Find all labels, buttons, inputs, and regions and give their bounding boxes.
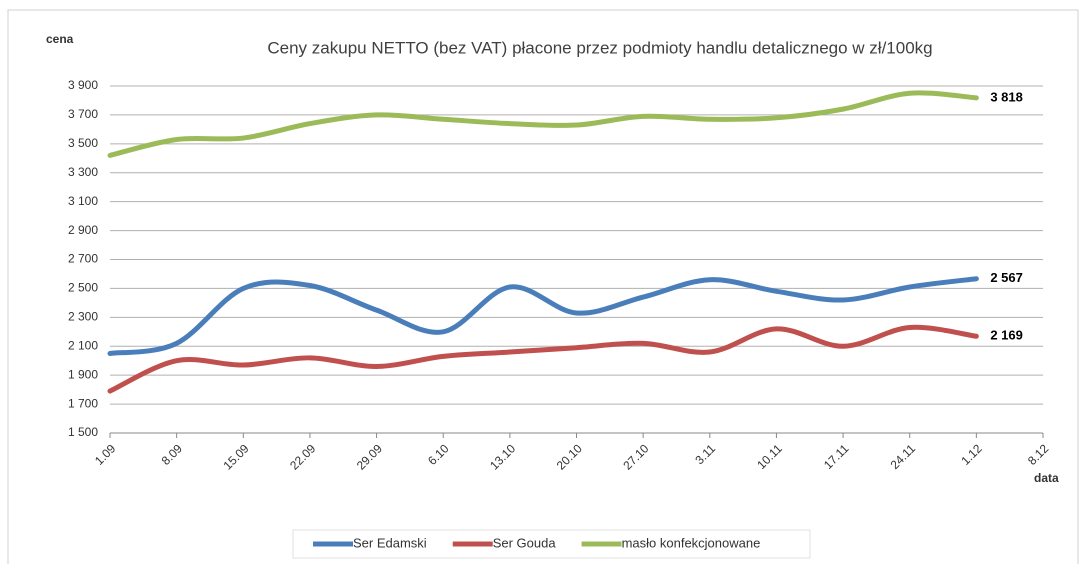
x-tick-label: 20.10	[554, 441, 585, 472]
y-tick-label: 3 900	[68, 78, 98, 92]
x-tick-label: 15.09	[221, 441, 252, 472]
legend	[292, 529, 811, 559]
x-tick-label: 13.10	[487, 441, 518, 472]
y-tick-label: 2 900	[68, 223, 98, 237]
x-tick-label: 17.11	[821, 441, 852, 472]
chart-frame	[7, 9, 1079, 564]
x-axis-label: data	[1034, 471, 1059, 485]
x-tick-label: 1.12	[958, 441, 985, 468]
data-label: 2 169	[990, 328, 1023, 343]
legend-label: masło konfekcjonowane	[622, 535, 761, 550]
y-axis-label: cena	[46, 32, 74, 46]
legend-label: Ser Edamski	[353, 535, 427, 550]
x-tick-label: 8.09	[159, 441, 186, 468]
series-line	[107, 324, 979, 394]
y-tick-label: 1 700	[68, 396, 98, 410]
legend-label: Ser Gouda	[493, 535, 557, 550]
x-tick-label: 3.11	[692, 441, 718, 467]
x-tick-label: 8.12	[1025, 441, 1052, 468]
y-tick-label: 3 700	[68, 107, 98, 121]
x-tick-label: 22.09	[287, 441, 318, 472]
series-line	[107, 90, 979, 158]
data-label: 3 818	[990, 89, 1023, 104]
series-line	[107, 276, 979, 356]
y-tick-label: 3 500	[68, 136, 98, 150]
x-tick-label: 6.10	[425, 441, 452, 468]
y-tick-label: 2 300	[68, 310, 98, 324]
y-tick-label: 3 100	[68, 194, 98, 208]
y-tick-label: 2 100	[68, 338, 98, 352]
data-label: 2 567	[990, 270, 1023, 285]
y-tick-label: 2 700	[68, 252, 98, 266]
x-tick-label: 1.09	[92, 441, 119, 468]
y-tick-label: 1 500	[68, 425, 98, 439]
x-tick-label: 29.09	[354, 441, 385, 472]
chart-title: Ceny zakupu NETTO (bez VAT) płacone prze…	[267, 38, 932, 57]
x-tick-label: 27.10	[620, 441, 651, 472]
x-tick-label: 10.11	[754, 441, 785, 472]
y-tick-label: 1 900	[68, 367, 98, 381]
y-tick-label: 2 500	[68, 281, 98, 295]
x-tick-label: 24.11	[888, 441, 919, 472]
y-tick-label: 3 300	[68, 165, 98, 179]
